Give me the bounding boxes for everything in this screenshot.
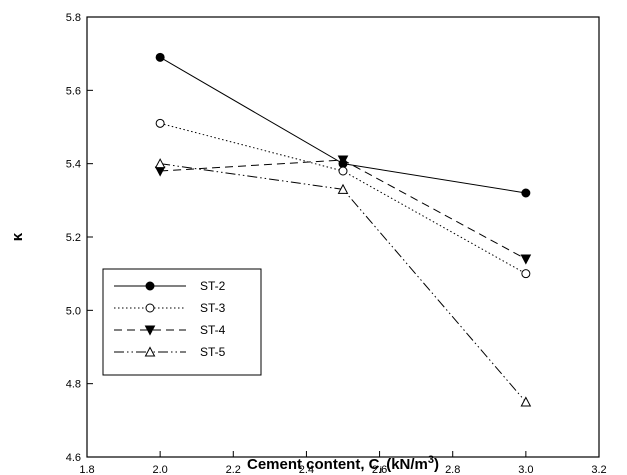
legend: ST-2 ST-3 ST-4 ST-5 [102, 268, 262, 376]
plot-frame [86, 16, 600, 458]
series-line-st-3 [160, 122, 527, 275]
data-point-st-3 [521, 269, 531, 279]
x-tick-label: 1.8 [79, 464, 94, 475]
legend-label-st-2: ST-2 [200, 279, 226, 293]
x-tick-label: 2.4 [299, 464, 314, 475]
y-axis-label: κ [9, 232, 26, 241]
series-group [154, 52, 532, 407]
data-point-st-3 [155, 118, 165, 128]
legend-box [102, 268, 262, 376]
data-point-st-5 [337, 183, 349, 194]
x-tick-label: 3.0 [518, 464, 533, 475]
x-tick-label: 3.2 [591, 464, 606, 475]
y-tick-label: 5.4 [66, 159, 81, 171]
legend-marker-st-3 [145, 303, 155, 313]
x-axis-label-units-superscript: 3 [428, 454, 434, 466]
data-point-st-5 [154, 158, 166, 169]
data-point-st-4 [337, 155, 349, 166]
legend-marker-st-4 [144, 325, 156, 336]
legend-label-st-5: ST-5 [200, 345, 226, 359]
data-point-st-5 [520, 396, 532, 407]
x-axis-label-units: (kN/m [382, 456, 428, 473]
y-tick-label: 4.6 [66, 452, 81, 464]
legend-label-st-3: ST-3 [200, 301, 226, 315]
y-tick-label: 5.8 [66, 12, 81, 24]
x-tick-label: 2.2 [226, 464, 241, 475]
x-tick-label: 2.6 [372, 464, 387, 475]
legend-marker-st-5 [144, 346, 156, 357]
legend-marker-st-2 [145, 281, 155, 291]
y-tick-label: 5.2 [66, 232, 81, 244]
y-tick-label: 4.8 [66, 379, 81, 391]
tick-group: 1.8 2.0 2.2 2.4 2.6 2.8 3.0 3.2 4.6 4.8 5.0 5.2 5.4 5… [66, 12, 607, 475]
data-point-st-2 [521, 188, 531, 198]
y-tick-label: 5.0 [66, 305, 81, 317]
x-tick-label: 2.0 [152, 464, 167, 475]
x-axis-label-units-close: ) [434, 456, 439, 473]
x-tick-label: 2.8 [445, 464, 460, 475]
y-tick-label: 5.6 [66, 85, 81, 97]
x-axis-label: Cement content, Ci (kN/m3) [247, 454, 439, 475]
data-point-st-3 [338, 166, 348, 176]
data-point-st-4 [520, 254, 532, 265]
legend-label-st-4: ST-4 [200, 323, 226, 337]
x-axis-label-subscript: i [380, 465, 383, 475]
data-point-st-2 [155, 52, 165, 62]
